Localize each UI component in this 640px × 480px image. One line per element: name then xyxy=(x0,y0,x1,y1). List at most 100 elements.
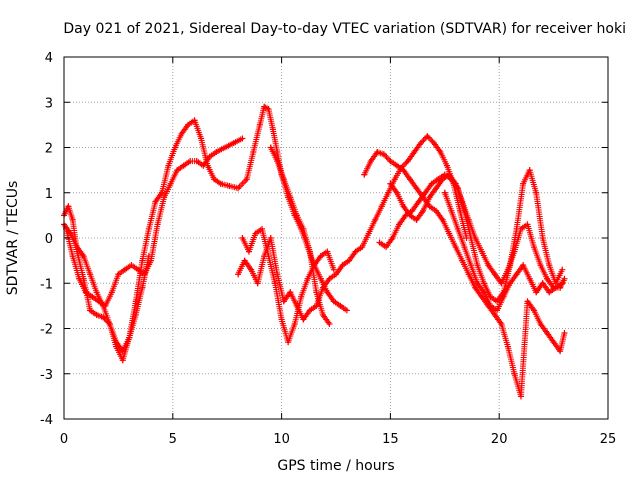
data-point-marker xyxy=(126,334,133,341)
data-point-marker xyxy=(454,225,461,232)
data-point-marker xyxy=(472,235,479,241)
data-point-marker xyxy=(524,221,531,228)
data-point-marker xyxy=(385,189,392,196)
data-point-marker xyxy=(387,180,394,187)
data-point-marker xyxy=(520,180,527,187)
data-point-marker xyxy=(245,248,252,255)
data-point-marker xyxy=(265,253,272,260)
data-point-marker xyxy=(65,203,72,210)
data-point-marker xyxy=(393,162,400,169)
data-point-marker xyxy=(550,339,557,346)
data-point-marker xyxy=(537,262,544,269)
data-point-marker xyxy=(313,302,320,309)
data-point-marker xyxy=(230,139,237,146)
data-point-marker xyxy=(361,171,368,178)
x-tick-label: 20 xyxy=(491,432,508,447)
data-point-marker xyxy=(76,275,83,282)
y-tick-label: -2 xyxy=(40,323,53,338)
series-track-7 xyxy=(361,149,568,400)
data-point-marker xyxy=(389,235,396,241)
data-point-marker xyxy=(87,271,94,278)
data-point-marker xyxy=(372,216,379,223)
data-point-marker xyxy=(293,212,300,219)
data-point-marker xyxy=(507,280,514,287)
data-point-marker xyxy=(261,103,268,110)
y-tick-label: -4 xyxy=(40,413,53,428)
data-point-marker xyxy=(537,320,544,327)
y-axis-label: SDTVAR / TECUs xyxy=(5,181,21,296)
data-point-marker xyxy=(213,149,220,156)
y-tick-label: 2 xyxy=(45,142,53,157)
data-point-marker xyxy=(411,149,418,156)
data-point-marker xyxy=(374,149,381,156)
data-point-marker xyxy=(298,293,305,300)
data-point-marker xyxy=(448,207,455,214)
data-point-marker xyxy=(439,216,446,223)
data-point-marker xyxy=(524,298,531,305)
data-point-marker xyxy=(198,135,205,142)
data-point-marker xyxy=(326,275,333,282)
data-point-marker xyxy=(352,248,359,255)
data-point-marker xyxy=(265,106,272,113)
data-point-marker xyxy=(269,126,276,133)
data-point-marker xyxy=(300,316,307,323)
data-point-marker xyxy=(526,275,533,282)
data-point-marker xyxy=(132,298,139,305)
data-point-marker xyxy=(439,176,446,183)
data-point-marker xyxy=(239,235,246,241)
x-tick-label: 15 xyxy=(382,432,399,447)
data-point-marker xyxy=(178,130,185,137)
data-point-marker xyxy=(487,302,494,309)
data-point-marker xyxy=(274,271,281,278)
data-point-marker xyxy=(134,266,141,273)
data-point-marker xyxy=(380,151,387,158)
data-point-marker xyxy=(274,149,281,156)
data-point-marker xyxy=(185,121,192,128)
data-point-marker xyxy=(452,244,459,251)
data-point-marker xyxy=(467,262,474,269)
data-point-marker xyxy=(393,189,400,196)
data-point-marker xyxy=(494,298,501,305)
data-point-marker xyxy=(333,271,339,278)
data-point-marker xyxy=(383,244,390,251)
data-point-marker xyxy=(491,271,498,278)
data-point-marker xyxy=(259,225,266,232)
data-point-marker xyxy=(108,289,115,296)
data-point-marker xyxy=(280,298,287,305)
data-point-marker xyxy=(193,158,200,165)
plot-area xyxy=(61,103,568,400)
data-point-marker xyxy=(487,293,494,300)
data-point-marker xyxy=(546,289,553,296)
data-point-marker xyxy=(400,167,407,174)
data-point-marker xyxy=(480,289,487,296)
data-point-marker xyxy=(387,158,394,165)
data-point-marker xyxy=(337,302,344,309)
data-point-marker xyxy=(413,185,420,192)
data-point-marker xyxy=(491,311,498,318)
series-track-10 xyxy=(441,189,566,314)
data-point-marker xyxy=(406,176,413,183)
data-point-marker xyxy=(145,225,152,232)
data-point-marker xyxy=(430,139,437,146)
series-track-6 xyxy=(267,144,333,327)
data-point-marker xyxy=(531,244,538,251)
x-tick-label: 5 xyxy=(169,432,177,447)
data-point-marker xyxy=(544,275,551,282)
data-point-marker xyxy=(280,176,287,183)
data-point-marker xyxy=(561,330,568,337)
data-point-marker xyxy=(504,343,511,350)
data-point-marker xyxy=(250,149,257,156)
data-point-marker xyxy=(376,239,383,246)
data-point-marker xyxy=(300,225,307,232)
data-point-marker xyxy=(526,167,533,174)
data-point-marker xyxy=(441,189,448,196)
data-point-marker xyxy=(278,316,285,323)
data-point-marker xyxy=(478,248,485,255)
data-point-marker xyxy=(267,144,274,151)
data-point-marker xyxy=(291,320,298,327)
data-point-marker xyxy=(252,230,259,237)
data-point-marker xyxy=(324,289,331,296)
data-point-marker xyxy=(559,280,566,287)
data-point-marker xyxy=(485,262,492,269)
data-point-marker xyxy=(326,320,333,327)
